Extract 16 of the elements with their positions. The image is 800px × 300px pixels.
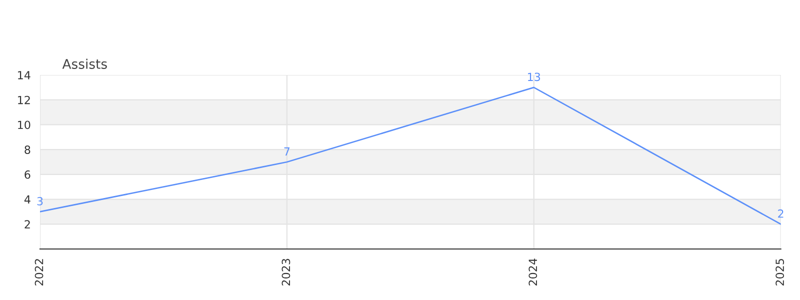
- x-tick-label: 2023: [282, 258, 290, 286]
- data-label: 7: [284, 147, 290, 156]
- y-tick-label: 2: [24, 220, 30, 228]
- y-tick-label: 12: [18, 96, 30, 104]
- y-tick-label: 6: [24, 170, 30, 179]
- y-tick-label: 4: [24, 195, 30, 204]
- x-tick-label: 2024: [528, 258, 538, 286]
- x-tick-label: 2025: [776, 259, 784, 286]
- data-label: 2: [778, 209, 784, 218]
- x-tick-label: 2022: [34, 259, 44, 286]
- data-label: 3: [37, 196, 43, 206]
- y-tick-label: 8: [24, 146, 30, 154]
- y-axis-title: Assists: [62, 58, 107, 69]
- y-tick-label: 14: [18, 71, 30, 80]
- y-tick-label: 10: [18, 120, 30, 130]
- data-label: 13: [528, 72, 540, 82]
